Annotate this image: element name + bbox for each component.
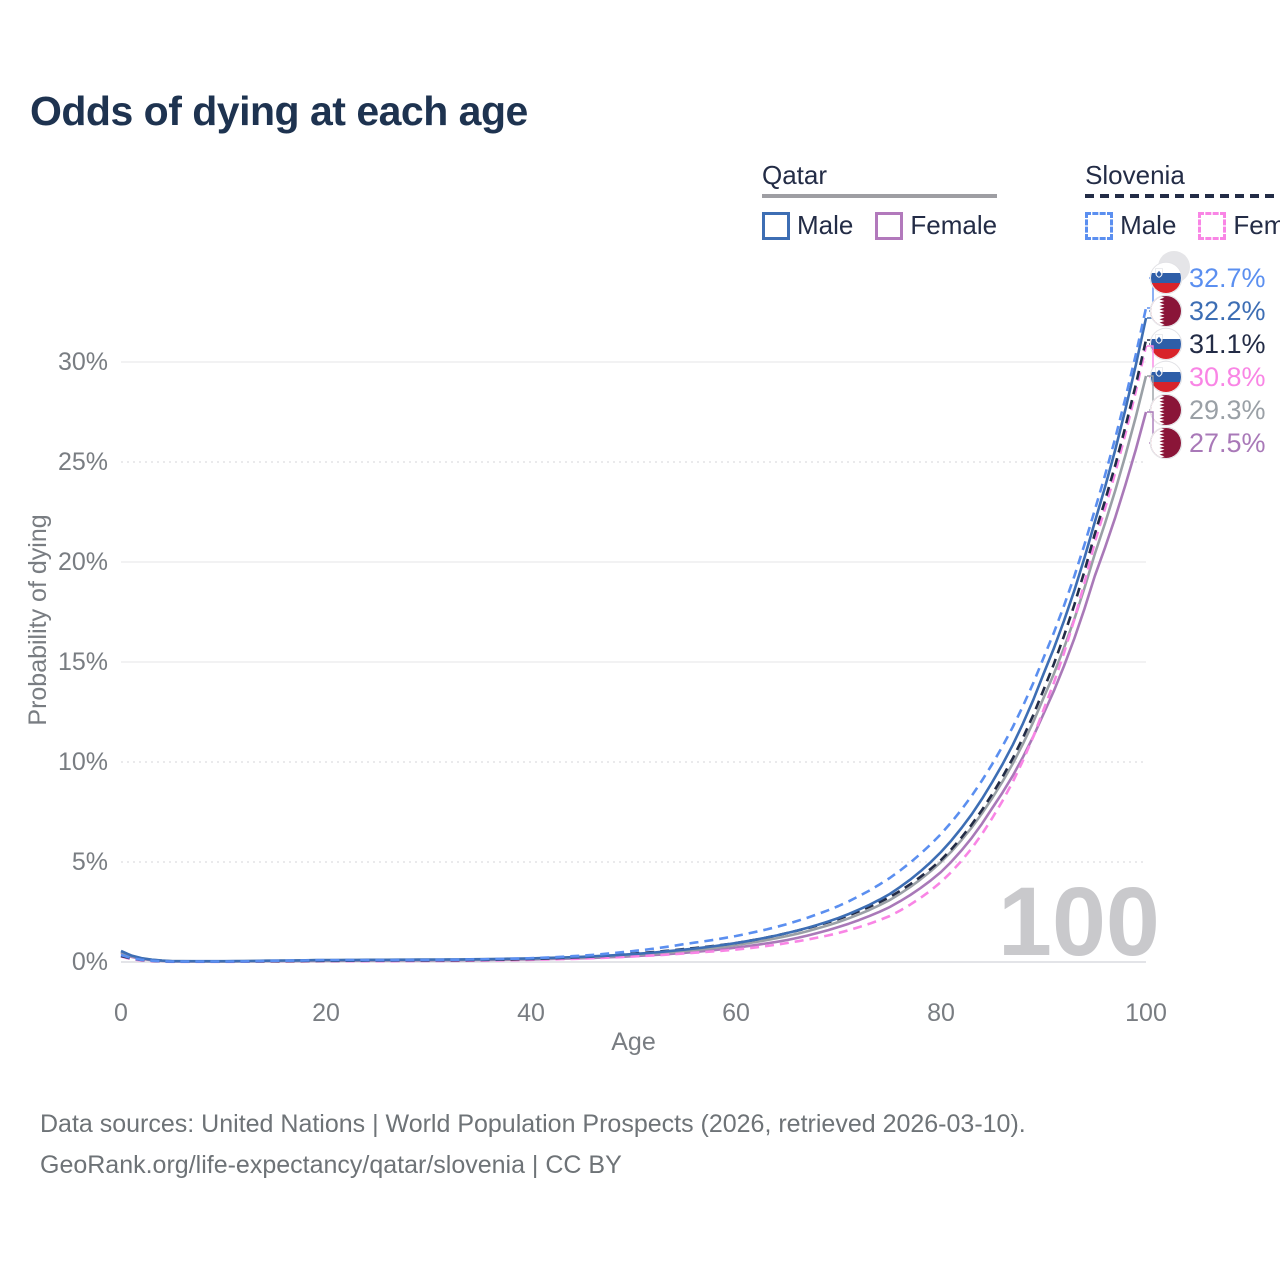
series-line-qatar-both[interactable] (120, 375, 1148, 963)
legend-item-qatar-male[interactable]: Male (762, 210, 853, 241)
legend-item-slovenia-male[interactable]: Male (1085, 210, 1176, 241)
x-tick-label: 0 (114, 999, 128, 1027)
legend-item-qatar-female[interactable]: Female (875, 210, 997, 241)
y-tick-label: 10% (58, 748, 108, 776)
legend-item-slovenia-female[interactable]: Female (1198, 210, 1280, 241)
source-attribution: Data sources: United Nations | World Pop… (40, 1104, 1026, 1186)
legend: Qatar Male Female Slovenia Male (762, 160, 1280, 241)
series-line-slovenia-both[interactable] (120, 339, 1148, 963)
legend-country-qatar: Qatar (762, 160, 828, 190)
qatar-flag-icon (1151, 296, 1181, 326)
x-tick-label: 60 (722, 999, 750, 1027)
legend-group-qatar: Qatar Male Female (762, 160, 998, 241)
x-tick-label: 80 (927, 999, 955, 1027)
slovenia-flag-icon (1151, 263, 1181, 293)
x-tick-label: 100 (1125, 999, 1167, 1027)
qatar-flag-icon (1151, 395, 1181, 425)
end-value-label-slovenia-female: 30.8% (1189, 362, 1266, 392)
x-tick-label: 20 (312, 999, 340, 1027)
legend-label: Female (1233, 210, 1280, 240)
end-value-label-qatar-both: 29.3% (1189, 395, 1266, 425)
license-line: GeoRank.org/life-expectancy/qatar/sloven… (40, 1151, 622, 1179)
data-sources-line: Data sources: United Nations | World Pop… (40, 1110, 1026, 1138)
series-line-slovenia-female[interactable] (120, 345, 1148, 964)
slovenia-flag-icon (1151, 362, 1181, 392)
qatar-flag-icon (1151, 428, 1181, 458)
y-axis-title: Probability of dying (24, 514, 52, 725)
series-line-slovenia-male[interactable] (120, 307, 1148, 963)
legend-label: Male (797, 210, 854, 240)
x-tick-label: 40 (517, 999, 545, 1027)
x-axis-title: Age (611, 1028, 655, 1056)
legend-label: Male (1120, 210, 1177, 240)
qatar-line-style-sample (762, 194, 998, 198)
slovenia-female-swatch-icon (1198, 211, 1227, 240)
end-value-label-slovenia-male: 32.7% (1189, 263, 1266, 293)
end-value-label-slovenia-both: 31.1% (1189, 329, 1266, 359)
legend-country-slovenia: Slovenia (1085, 160, 1185, 190)
series-line-qatar-male[interactable] (120, 317, 1148, 963)
qatar-female-swatch-icon (875, 211, 904, 240)
end-value-label-qatar-female: 27.5% (1189, 428, 1266, 458)
slovenia-line-style-sample (1085, 194, 1280, 198)
y-tick-label: 25% (58, 448, 108, 476)
legend-group-slovenia: Slovenia Male Female (1085, 160, 1280, 241)
slovenia-flag-icon (1151, 329, 1181, 359)
y-tick-label: 15% (58, 648, 108, 676)
legend-label: Female (910, 210, 998, 240)
y-tick-label: 5% (72, 848, 108, 876)
y-tick-label: 20% (58, 548, 108, 576)
y-tick-label: 0% (72, 948, 108, 976)
series-line-qatar-female[interactable] (120, 411, 1148, 963)
end-value-label-qatar-male: 32.2% (1189, 296, 1266, 326)
page-title: Odds of dying at each age (30, 88, 528, 134)
slovenia-male-swatch-icon (1085, 211, 1114, 240)
qatar-male-swatch-icon (762, 211, 790, 240)
y-tick-label: 30% (58, 348, 108, 376)
